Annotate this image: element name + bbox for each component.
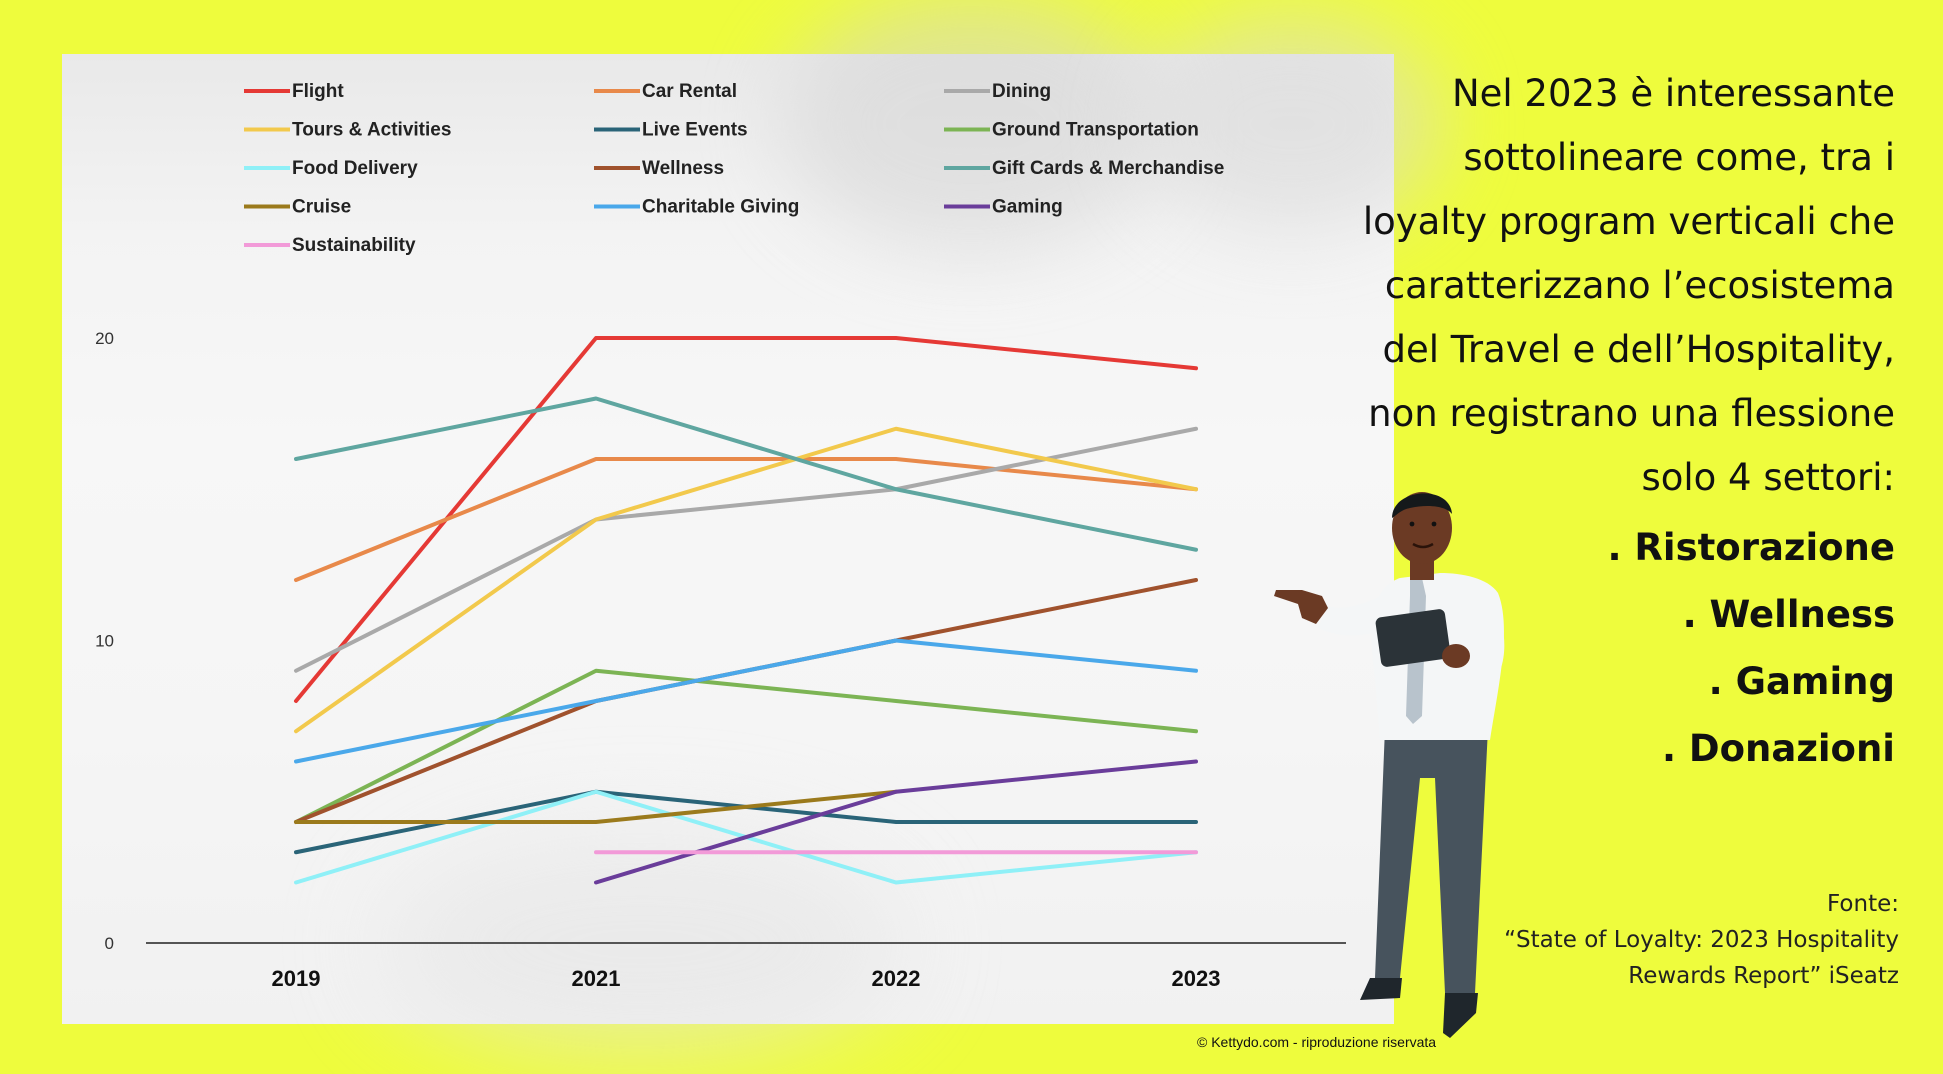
series-lines bbox=[294, 336, 1198, 885]
sector-item: . Wellness bbox=[1682, 593, 1895, 636]
source-text: “State of Loyalty: 2023 Hospitality Rewa… bbox=[1504, 927, 1899, 989]
x-axis: 2019 2021 2022 2023 bbox=[272, 966, 1221, 991]
sector-item: . Gaming bbox=[1708, 660, 1895, 703]
x-tick-label: 2022 bbox=[872, 966, 921, 991]
legend-label: Car Rental bbox=[642, 81, 737, 102]
series-line bbox=[294, 789, 898, 824]
presenter-illustration bbox=[1250, 478, 1530, 1053]
copyright-note: © Kettydo.com - riproduzione riservata bbox=[1197, 1034, 1437, 1050]
y-tick-label: 0 bbox=[105, 934, 114, 953]
x-tick-label: 2023 bbox=[1172, 966, 1221, 991]
legend-label: Cruise bbox=[292, 197, 351, 218]
y-tick-label: 20 bbox=[95, 329, 114, 348]
line-chart: Flight Car Rental Dining Tours & Activities… bbox=[95, 81, 1346, 991]
legend-label: Food Delivery bbox=[292, 158, 418, 179]
legend-label: Charitable Giving bbox=[642, 197, 799, 218]
side-commentary: Nel 2023 è interessante sottolineare com… bbox=[1335, 62, 1895, 782]
background-fold bbox=[782, 0, 1162, 254]
series-line bbox=[294, 668, 1198, 824]
series-line bbox=[294, 426, 1198, 734]
series-line bbox=[294, 638, 1198, 764]
sector-item: . Donazioni bbox=[1661, 727, 1895, 770]
legend-label: Flight bbox=[292, 81, 344, 102]
legend-label: Ground Transportation bbox=[992, 120, 1199, 141]
legend-label: Sustainability bbox=[292, 235, 416, 256]
sector-item: . Ristorazione bbox=[1607, 526, 1895, 569]
series-line bbox=[294, 457, 1198, 582]
source-label: Fonte: bbox=[1827, 891, 1899, 917]
legend-label: Dining bbox=[992, 81, 1051, 102]
legend-label: Gaming bbox=[992, 197, 1063, 218]
series-line bbox=[294, 396, 1198, 552]
commentary-paragraph: Nel 2023 è interessante sottolineare com… bbox=[1362, 72, 1895, 499]
x-tick-label: 2021 bbox=[572, 966, 621, 991]
x-tick-label: 2019 bbox=[272, 966, 321, 991]
y-axis: 0 10 20 bbox=[95, 329, 114, 953]
legend-label: Wellness bbox=[642, 158, 724, 179]
series-line bbox=[294, 336, 1198, 703]
series-line bbox=[294, 578, 1198, 824]
y-tick-label: 10 bbox=[95, 632, 114, 651]
legend-label: Tours & Activities bbox=[292, 120, 451, 141]
chart-legend: Flight Car Rental Dining Tours & Activities… bbox=[244, 81, 1224, 256]
sector-list: . Ristorazione . Wellness . Gaming . Don… bbox=[1335, 514, 1895, 782]
source-note: Fonte: “State of Loyalty: 2023 Hospitali… bbox=[1499, 886, 1899, 994]
background-fold bbox=[1142, 14, 1442, 234]
legend-label: Gift Cards & Merchandise bbox=[992, 158, 1224, 179]
legend-label: Live Events bbox=[642, 120, 748, 141]
chart-panel: Flight Car Rental Dining Tours & Activities… bbox=[62, 0, 1442, 1054]
